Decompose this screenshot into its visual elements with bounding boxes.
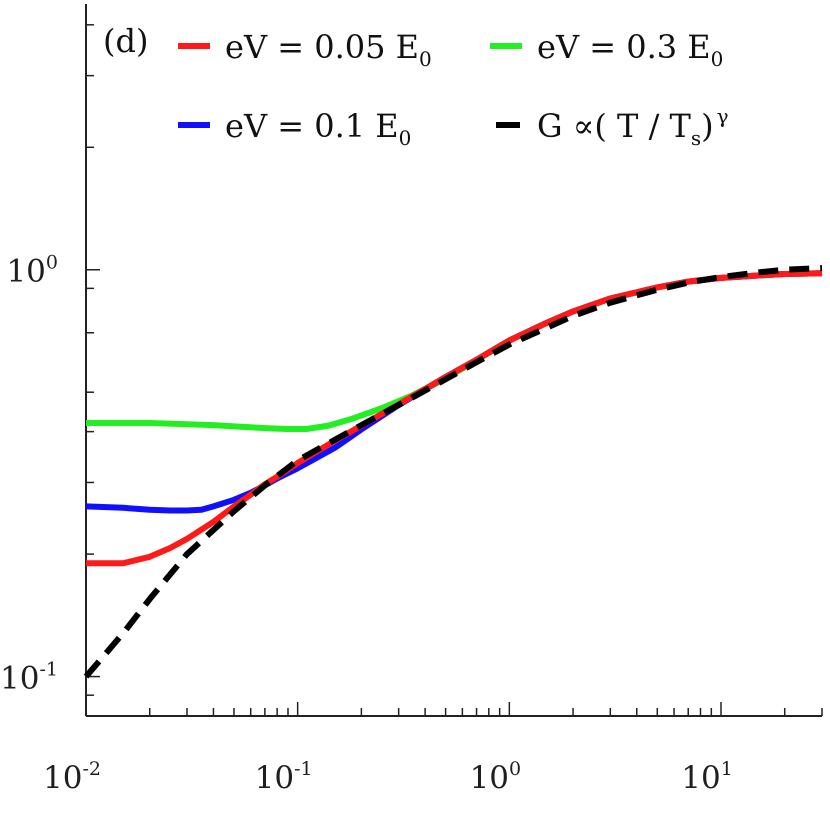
legend-label: eV = 0.1 E0 [225, 107, 411, 150]
legend-label-sub: s [691, 126, 701, 150]
series-layer [83, 265, 823, 679]
legend-label-sub: 0 [711, 47, 724, 71]
x-tick-base: 10 [255, 760, 294, 796]
x-tick-base: 10 [681, 760, 720, 796]
y-tick-label: 100 [6, 252, 58, 290]
legend-label: G ∝( T / Ts) γ [537, 104, 729, 150]
y-tick-base: 10 [6, 254, 45, 290]
legend-entry: eV = 0.1 E0 [178, 107, 411, 150]
series-line [85, 270, 823, 514]
y-tick-base: 10 [0, 661, 39, 697]
legend-label-sub: 0 [419, 47, 432, 71]
x-tick-exponent: 0 [509, 758, 521, 780]
series-line [86, 270, 823, 432]
legend-label-main: eV = 0.3 E [537, 28, 711, 66]
legend-label-main: eV = 0.1 E [225, 107, 399, 145]
x-tick-base: 10 [43, 760, 82, 796]
legend-label: eV = 0.05 E0 [225, 28, 432, 71]
panel-label: (d) [103, 22, 148, 60]
x-tick-base: 10 [470, 760, 509, 796]
legend-label-main: G ∝( T / T [537, 107, 692, 145]
legend-entry: eV = 0.3 E0 [490, 28, 723, 71]
x-tick-label: 100 [470, 758, 522, 796]
x-tick-exponent: 1 [721, 758, 733, 780]
series-line [83, 265, 823, 679]
x-tick-exponent: -1 [294, 758, 313, 780]
legend-label-sub: 0 [399, 126, 412, 150]
legend-label-sup: γ [717, 104, 729, 128]
y-tick-exponent: -1 [39, 659, 58, 681]
legend-label-main: eV = 0.05 E [225, 28, 419, 66]
x-tick-label: 10-1 [255, 758, 313, 796]
x-tick-label: 10-2 [43, 758, 101, 796]
y-tick-label: 10-1 [0, 659, 58, 697]
x-tick-label: 101 [681, 758, 733, 796]
legend-entry: G ∝( T / Ts) γ [496, 104, 729, 150]
legend-entry: eV = 0.05 E0 [178, 28, 432, 71]
legend-label-tail: ) [701, 107, 713, 145]
series-line [86, 270, 823, 567]
legend-label: eV = 0.3 E0 [537, 28, 723, 71]
x-tick-exponent: -2 [82, 758, 101, 780]
y-tick-exponent: 0 [46, 252, 58, 274]
